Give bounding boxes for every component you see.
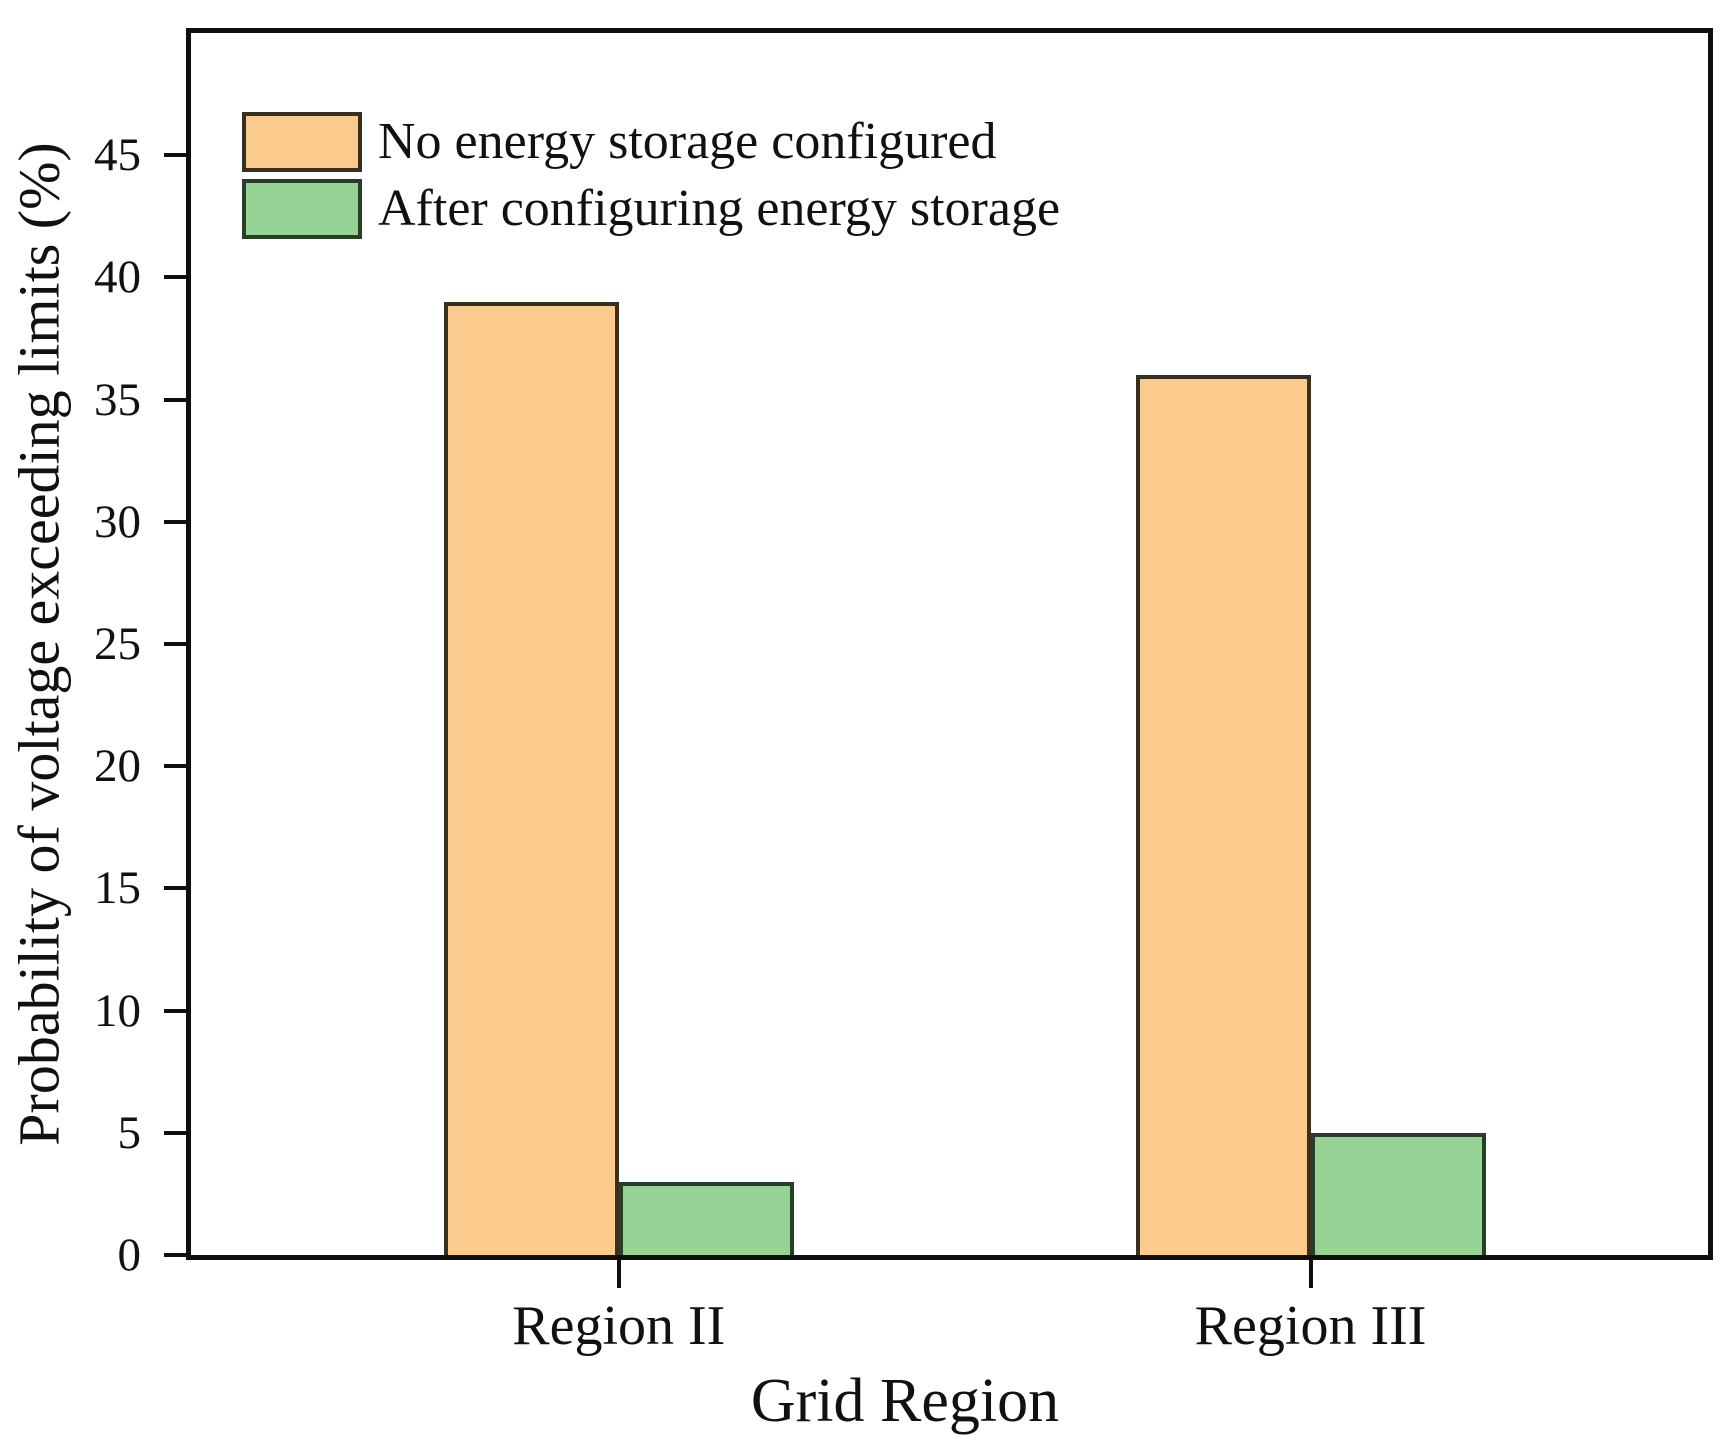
- y-tick: [164, 642, 187, 646]
- y-tick-label: 10: [94, 984, 141, 1037]
- legend-label-with-storage: After configuring energy storage: [378, 180, 1061, 237]
- y-tick-label: 0: [117, 1229, 142, 1281]
- y-tick-label: 45: [94, 129, 141, 182]
- plot-area: No energy storage configured After confi…: [94, 28, 1713, 1357]
- legend-label-no-storage: No energy storage configured: [378, 113, 997, 170]
- bar-region-ii-series-1: [618, 1181, 794, 1255]
- y-tick: [164, 1130, 187, 1135]
- y-tick-label: 5: [117, 1106, 142, 1159]
- y-tick: [164, 519, 187, 524]
- y-tick-label: 30: [94, 495, 141, 548]
- y-tick: [164, 886, 187, 891]
- x-tick: [1308, 1260, 1313, 1288]
- y-tick-label: 20: [94, 740, 141, 793]
- y-tick: [164, 275, 187, 280]
- legend-swatch-with-storage-icon: [242, 179, 362, 239]
- y-tick: [164, 1008, 187, 1013]
- legend-swatch-no-storage-icon: [242, 112, 362, 172]
- legend-item-with-storage: After configuring energy storage: [242, 179, 1060, 239]
- x-tick: [616, 1260, 621, 1288]
- x-tick-label: Region II: [512, 1295, 726, 1357]
- x-tick-label: Region III: [1194, 1295, 1427, 1357]
- y-tick-label: 25: [94, 618, 141, 670]
- y-tick: [164, 153, 187, 158]
- x-axis-title: Grid Region: [750, 1367, 1060, 1435]
- bar-region-iii-series-1: [1310, 1132, 1486, 1255]
- legend-item-no-storage: No energy storage configured: [242, 112, 1060, 172]
- y-tick: [164, 764, 187, 769]
- y-tick: [164, 397, 187, 402]
- y-tick-label: 15: [94, 862, 141, 915]
- plot-inner: No energy storage configured After confi…: [94, 33, 1708, 1357]
- y-tick: [164, 1253, 187, 1257]
- bar-region-ii-series-0: [443, 301, 619, 1255]
- y-tick-label: 40: [94, 251, 141, 304]
- y-tick-label: 35: [94, 373, 141, 426]
- bar-region-iii-series-0: [1135, 375, 1311, 1255]
- legend: No energy storage configured After confi…: [242, 112, 1060, 239]
